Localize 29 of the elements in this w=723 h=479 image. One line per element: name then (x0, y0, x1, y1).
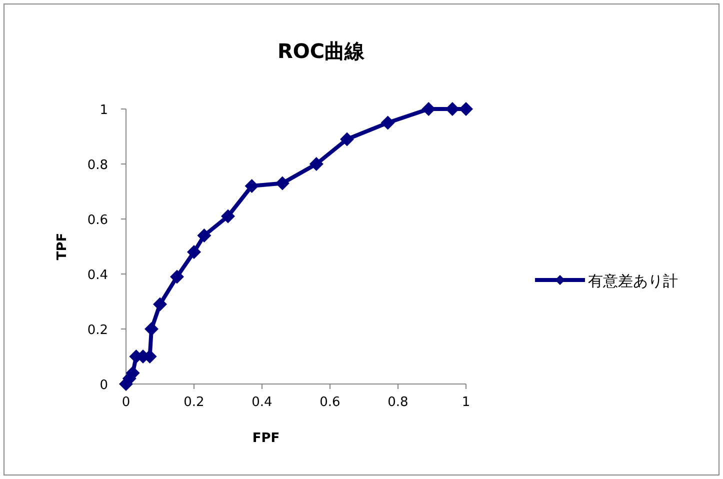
legend-label: 有意差あり計 (588, 272, 678, 290)
y-tick-label: 1 (100, 103, 108, 118)
x-tick-label: 0.6 (320, 395, 340, 410)
point (459, 102, 473, 116)
point (309, 157, 324, 171)
y-tick-label: 0.8 (87, 158, 108, 173)
point (340, 132, 354, 146)
point (244, 179, 259, 193)
y-tick-label: 0.6 (87, 213, 108, 228)
x-tick-label: 0 (122, 395, 130, 410)
ylabel: TPF (55, 232, 70, 260)
x-tick-label: 0.8 (388, 395, 408, 410)
title: ROC曲線 (277, 39, 365, 63)
y-tick-label: 0 (100, 378, 108, 393)
point (197, 228, 212, 242)
y-tick-label: 0.2 (87, 323, 108, 338)
x-tick-label: 0.4 (252, 395, 272, 410)
xlabel: FPF (252, 431, 280, 446)
x-tick-label: 1 (462, 395, 470, 410)
point (380, 116, 395, 130)
point (187, 245, 201, 259)
point (153, 297, 167, 312)
legend: 有意差あり計 (535, 272, 678, 290)
x-tick-label: 0.2 (184, 395, 204, 410)
point (170, 270, 184, 284)
point (144, 322, 158, 336)
y-tick-label: 0.4 (87, 268, 108, 283)
point (275, 176, 290, 190)
point (221, 209, 235, 224)
